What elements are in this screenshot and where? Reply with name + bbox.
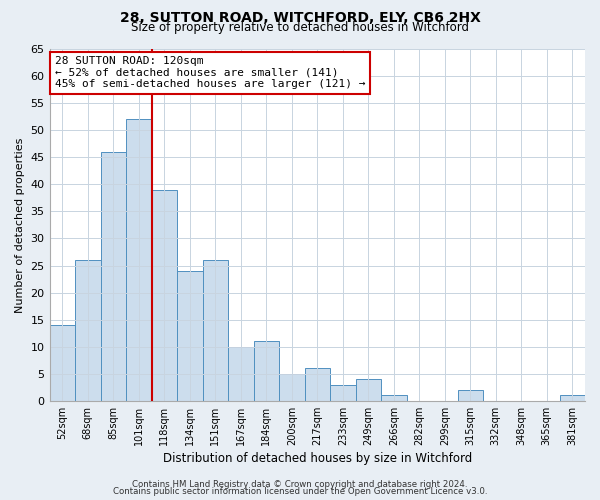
Bar <box>381 396 407 401</box>
X-axis label: Distribution of detached houses by size in Witchford: Distribution of detached houses by size … <box>163 452 472 465</box>
Bar <box>330 384 356 401</box>
Bar <box>458 390 483 401</box>
Bar <box>75 260 101 401</box>
Bar <box>254 342 279 401</box>
Bar <box>228 346 254 401</box>
Text: Contains public sector information licensed under the Open Government Licence v3: Contains public sector information licen… <box>113 487 487 496</box>
Text: Contains HM Land Registry data © Crown copyright and database right 2024.: Contains HM Land Registry data © Crown c… <box>132 480 468 489</box>
Y-axis label: Number of detached properties: Number of detached properties <box>15 137 25 312</box>
Bar <box>305 368 330 401</box>
Bar <box>126 120 152 401</box>
Text: Size of property relative to detached houses in Witchford: Size of property relative to detached ho… <box>131 21 469 34</box>
Text: 28, SUTTON ROAD, WITCHFORD, ELY, CB6 2HX: 28, SUTTON ROAD, WITCHFORD, ELY, CB6 2HX <box>119 11 481 25</box>
Bar <box>177 271 203 401</box>
Bar <box>356 379 381 401</box>
Bar <box>50 325 75 401</box>
Bar <box>152 190 177 401</box>
Bar <box>560 396 585 401</box>
Text: 28 SUTTON ROAD: 120sqm
← 52% of detached houses are smaller (141)
45% of semi-de: 28 SUTTON ROAD: 120sqm ← 52% of detached… <box>55 56 365 89</box>
Bar <box>203 260 228 401</box>
Bar <box>101 152 126 401</box>
Bar <box>279 374 305 401</box>
